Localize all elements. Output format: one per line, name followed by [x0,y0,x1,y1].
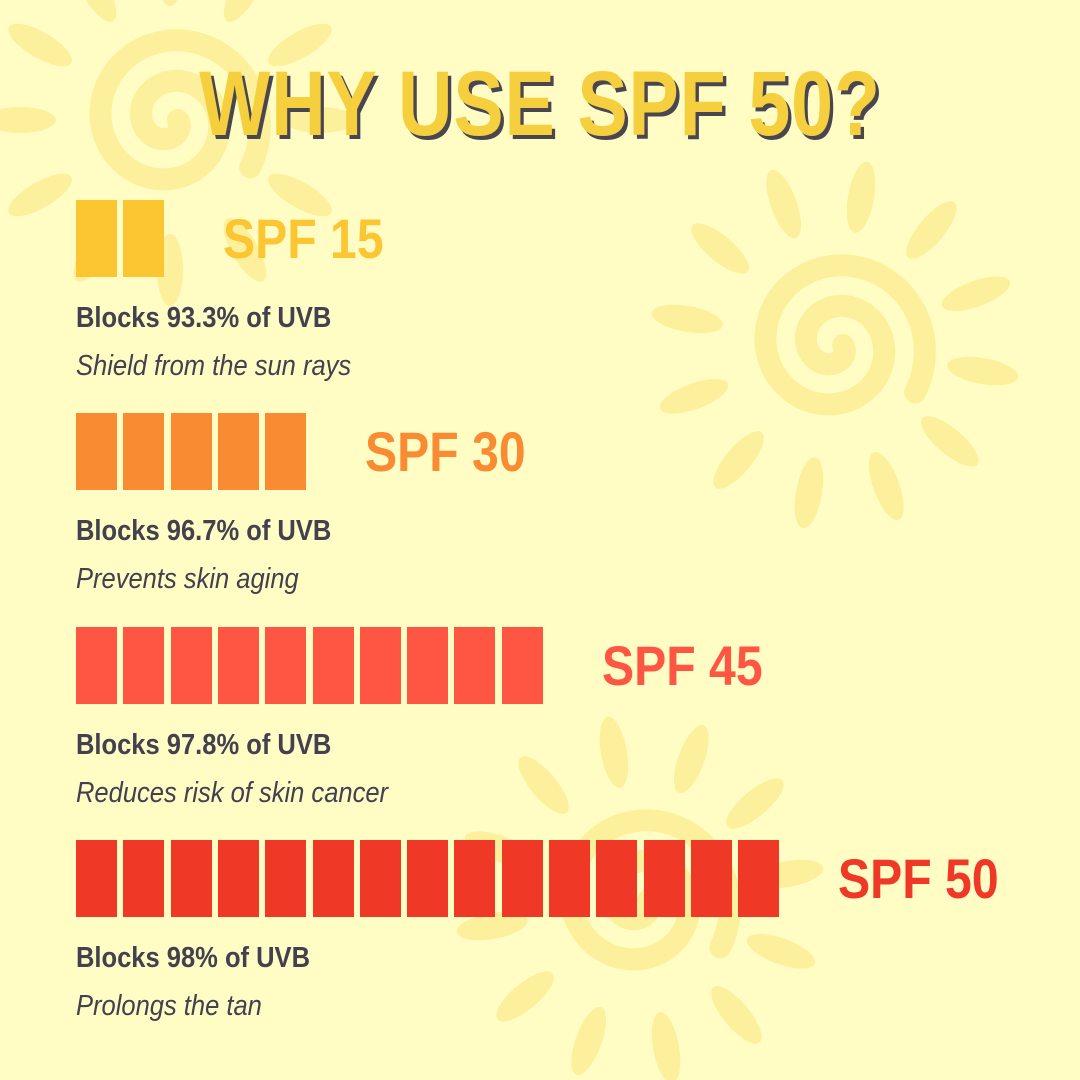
bar-block [123,627,165,704]
bar-block [312,627,354,704]
spf-label: SPF 15 [223,207,384,270]
bar-block [454,627,496,704]
bar-block [76,840,117,917]
bar-block [407,627,449,704]
benefit-description: Reduces risk of skin cancer [76,777,389,809]
bar-block [359,627,401,704]
bar-block [123,200,165,277]
bar-block [359,840,401,917]
benefit-description: Prevents skin aging [76,563,299,595]
bar-block [407,840,449,917]
bar-block [501,840,543,917]
bar-block [312,840,354,917]
bar-block [170,627,212,704]
bar-block [76,413,117,490]
bar-block [265,840,307,917]
bar-block [454,840,496,917]
uvb-stat: Blocks 93.3% of UVB [76,302,332,334]
bar-block [549,840,590,917]
bar-block [76,200,117,277]
spf-label: SPF 45 [601,634,763,697]
bar-block [123,413,165,490]
spf-label: SPF 50 [838,847,999,910]
bar-block [217,627,259,704]
page-title: WHY USE SPF 50? [199,53,881,155]
bar-block [170,840,212,917]
bar-block [123,840,165,917]
uvb-stat: Blocks 97.8% of UVB [76,729,332,761]
bar-block [170,413,212,490]
bar-block [265,413,307,490]
bar-block [738,840,780,917]
bar-block [596,840,638,917]
bar-block [690,840,732,917]
uvb-stat: Blocks 96.7% of UVB [76,515,332,547]
benefit-description: Prolongs the tan [76,990,262,1022]
spf-label: SPF 30 [365,420,526,483]
bar-block [501,627,543,704]
bar-block [265,627,307,704]
bar-block [217,413,259,490]
benefit-description: Shield from the sun rays [76,350,352,382]
bar-block [76,627,117,704]
uvb-stat: Blocks 98% of UVB [76,942,311,974]
bar-block [643,840,685,917]
sun-icon [651,161,1019,529]
bar-block [217,840,259,917]
